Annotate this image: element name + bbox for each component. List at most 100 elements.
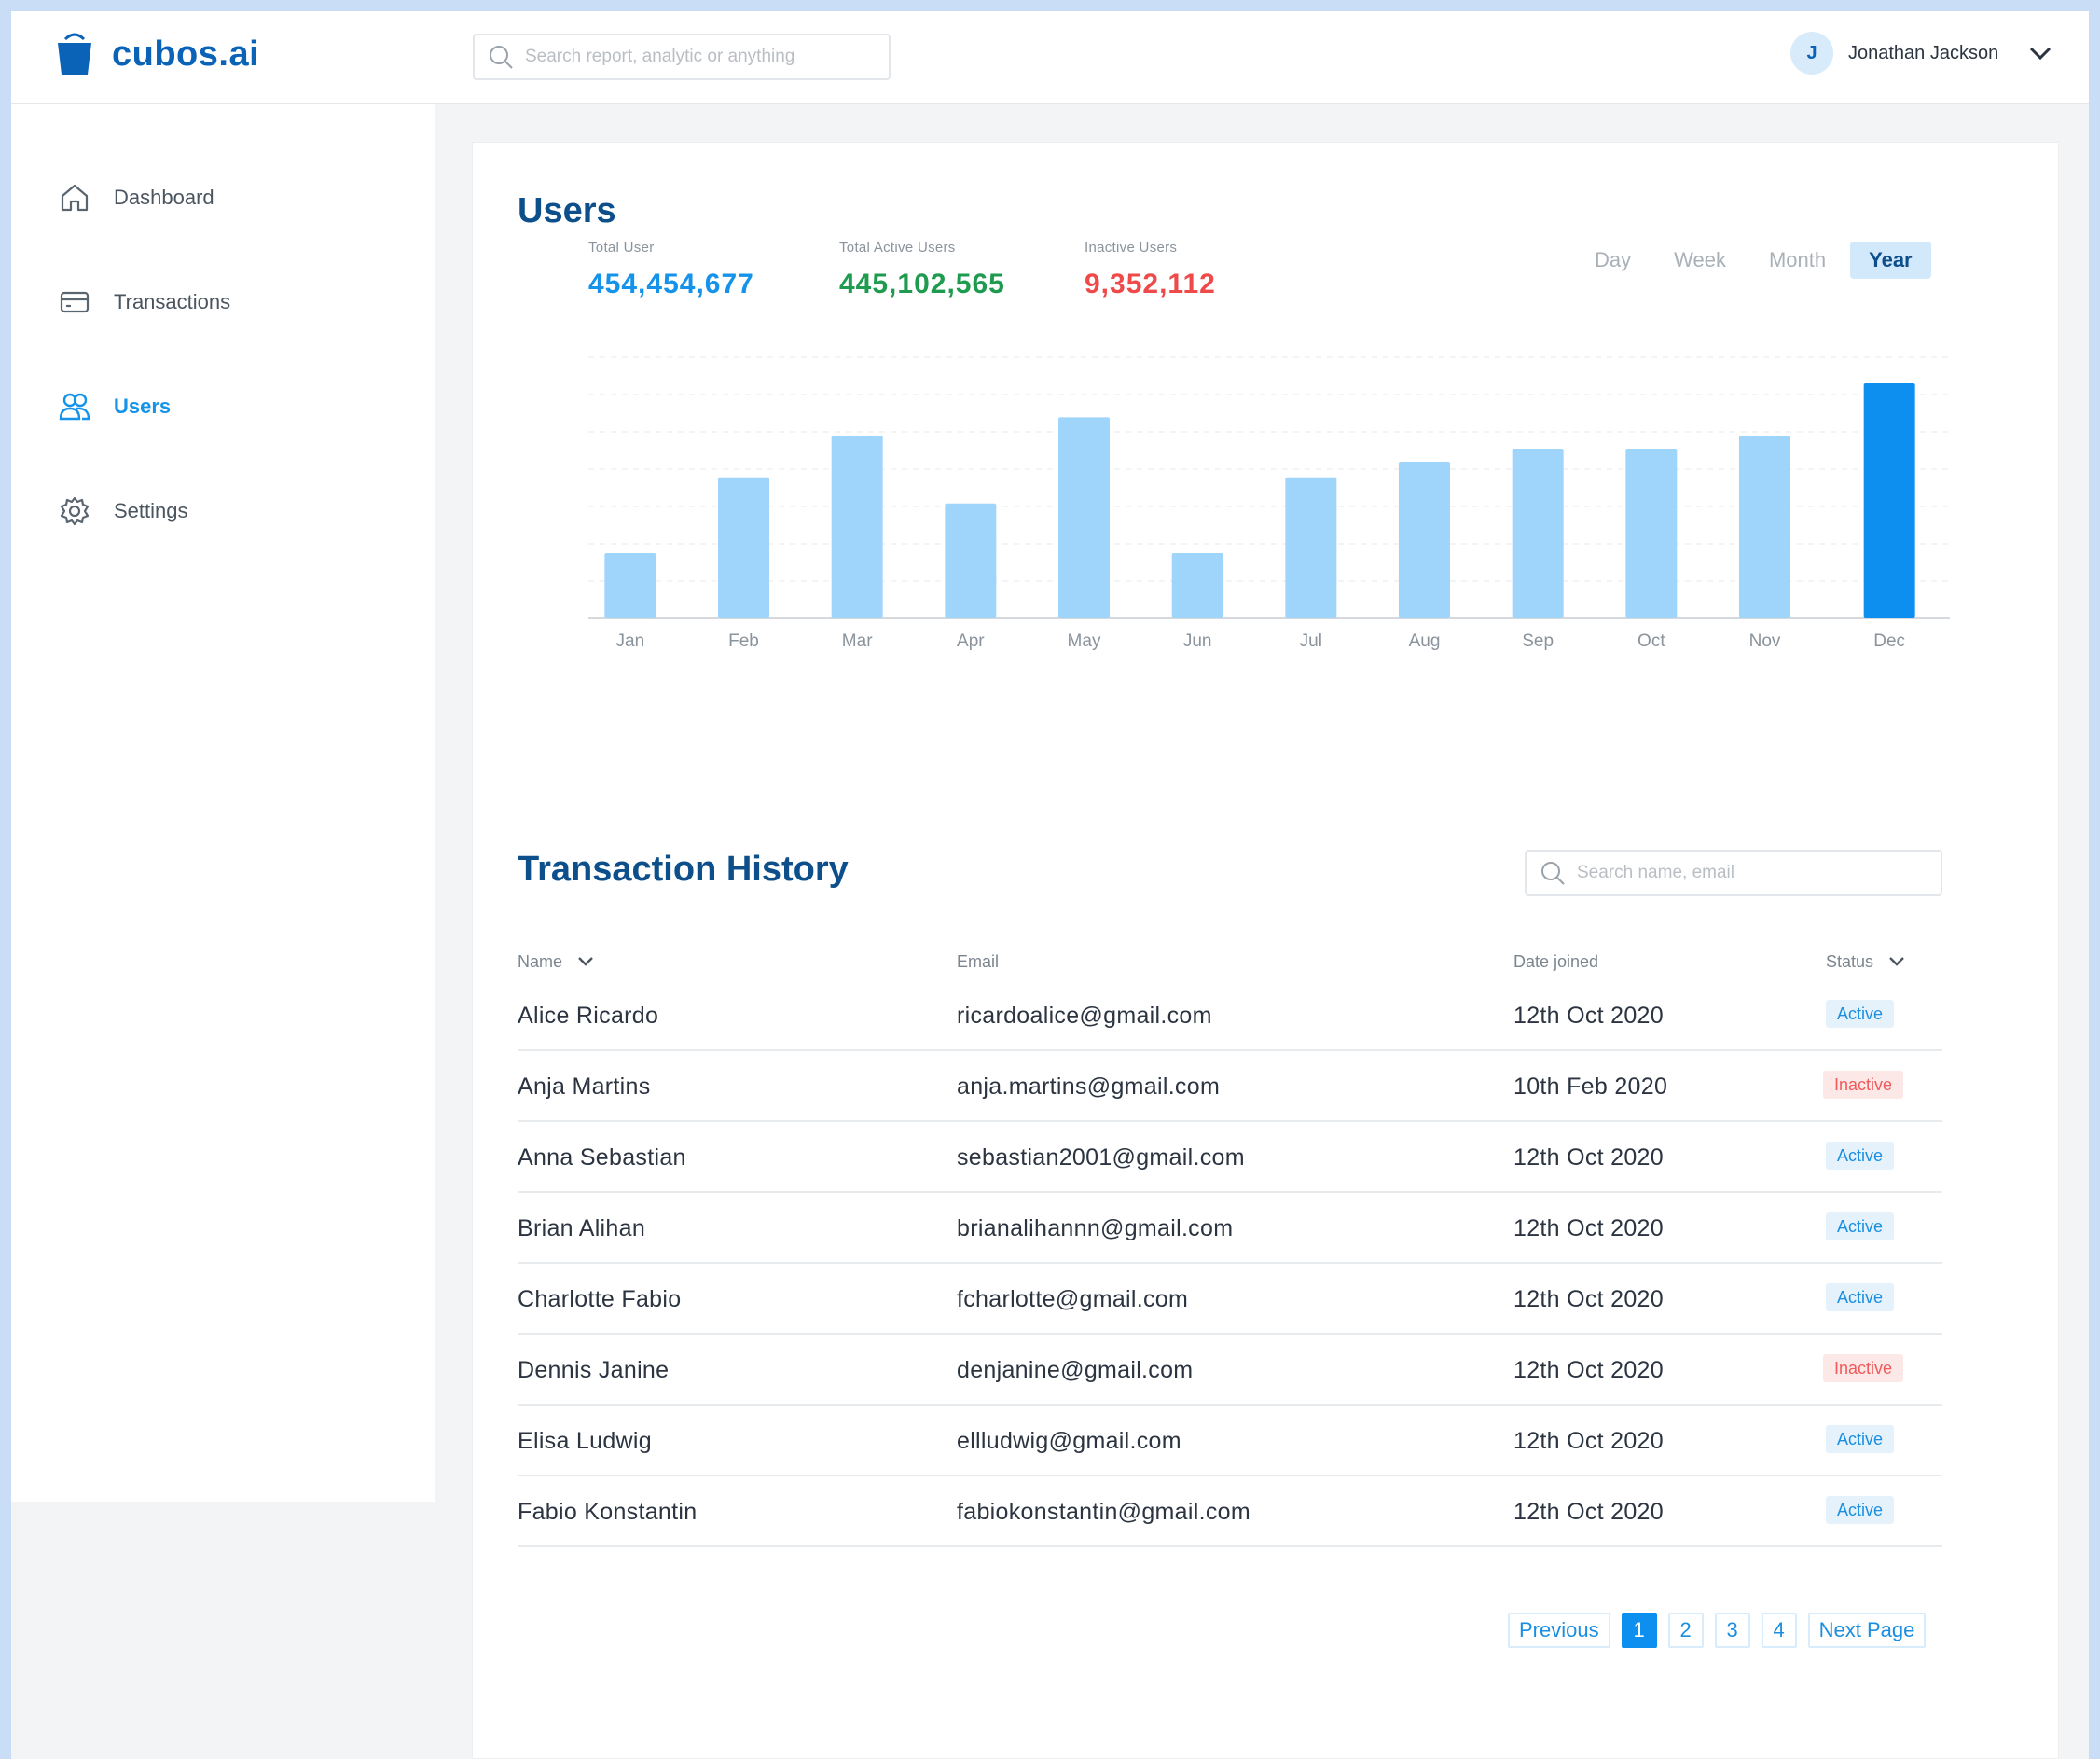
- user-menu[interactable]: J Jonathan Jackson: [1790, 32, 2054, 75]
- cell-name: Elisa Ludwig: [518, 1427, 652, 1454]
- table-header: Name Email Date joined Status: [518, 943, 1942, 980]
- sidebar-item-users[interactable]: Users: [58, 388, 171, 425]
- bar-nov[interactable]: [1739, 436, 1790, 618]
- cell-name: Fabio Konstantin: [518, 1498, 698, 1525]
- bar-oct[interactable]: [1625, 449, 1678, 618]
- column-label: Email: [957, 951, 1000, 971]
- home-icon: [61, 184, 89, 212]
- cell-email: fabiokonstantin@gmail.com: [957, 1498, 1250, 1525]
- cell-email: sebastian2001@gmail.com: [957, 1143, 1245, 1170]
- bar-feb[interactable]: [718, 477, 769, 618]
- table-row[interactable]: Alice Ricardo ricardoalice@gmail.com 12th …: [518, 980, 1942, 1051]
- tab-day[interactable]: Day: [1595, 248, 1632, 271]
- user-name: Jonathan Jackson: [1848, 42, 1999, 63]
- table-row[interactable]: Anna Sebastian sebastian2001@gmail.com 12t…: [518, 1122, 1942, 1193]
- stat-value: 445,102,565: [839, 269, 1005, 299]
- bar-aug[interactable]: [1399, 462, 1450, 618]
- column-header-date: Date joined: [1513, 943, 1598, 980]
- column-header-name[interactable]: Name: [518, 943, 596, 980]
- chevron-down-icon[interactable]: [1886, 951, 1907, 972]
- column-header-email: Email: [957, 943, 999, 980]
- x-tick-label: Dec: [1873, 631, 1905, 651]
- page-1-button[interactable]: 1: [1621, 1613, 1657, 1648]
- table-row[interactable]: Charlotte Fabio fcharlotte@gmail.com 12th …: [518, 1264, 1942, 1335]
- x-tick-label: Jul: [1300, 631, 1322, 651]
- cell-date-joined: 12th Oct 2020: [1513, 1356, 1664, 1383]
- bar-sep[interactable]: [1512, 449, 1564, 618]
- stat-label: Total User: [588, 240, 655, 256]
- bar-mar[interactable]: [831, 436, 883, 618]
- next-page-button[interactable]: Next Page: [1807, 1613, 1927, 1648]
- bar-jun[interactable]: [1171, 553, 1223, 618]
- bar-apr[interactable]: [945, 503, 997, 618]
- users-icon: [59, 393, 90, 421]
- cell-date-joined: 12th Oct 2020: [1513, 1285, 1664, 1312]
- sidebar-item-label: Users: [114, 395, 172, 418]
- bar-dec[interactable]: [1863, 383, 1915, 618]
- x-tick-label: Feb: [728, 631, 759, 651]
- bar-jan[interactable]: [604, 553, 656, 618]
- sidebar-item-label: Dashboard: [114, 186, 214, 209]
- x-tick-label: May: [1068, 631, 1101, 651]
- status-badge: Active: [1826, 1496, 1895, 1524]
- avatar[interactable]: J: [1790, 32, 1833, 75]
- cell-name: Alice Ricardo: [518, 1002, 659, 1029]
- status-badge: Active: [1826, 1283, 1895, 1311]
- table-row[interactable]: Dennis Janine denjanine@gmail.com 12th Oct…: [518, 1335, 1942, 1406]
- status-badge: Inactive: [1823, 1071, 1904, 1099]
- stat-total-users: Total User 454,454,677: [588, 240, 754, 300]
- x-tick-label: Jun: [1183, 631, 1212, 651]
- cell-email: fcharlotte@gmail.com: [957, 1285, 1189, 1312]
- transaction-history-title: Transaction History: [518, 850, 849, 889]
- transaction-search[interactable]: [1525, 850, 1942, 896]
- table-body: Alice Ricardo ricardoalice@gmail.com 12th …: [518, 980, 1942, 1547]
- page-3-button[interactable]: 3: [1714, 1613, 1750, 1648]
- page-2-button[interactable]: 2: [1667, 1613, 1704, 1648]
- status-badge: Active: [1826, 1425, 1895, 1453]
- cell-email: ellludwig@gmail.com: [957, 1427, 1181, 1454]
- users-bar-chart: Jan Feb Mar Apr May Jun Jul Aug Sep Oct Nov Dec: [588, 356, 1950, 651]
- main-card: Users Total User 454,454,677 Total Activ…: [472, 142, 2059, 1759]
- brand[interactable]: cubos.ai: [56, 32, 259, 76]
- column-label: Date joined: [1513, 951, 1599, 971]
- cell-date-joined: 12th Oct 2020: [1513, 1427, 1664, 1454]
- bar-may[interactable]: [1058, 417, 1110, 618]
- chevron-down-icon[interactable]: [2026, 39, 2054, 67]
- stat-label: Inactive Users: [1085, 240, 1178, 256]
- cell-name: Anna Sebastian: [518, 1143, 686, 1170]
- cell-email: denjanine@gmail.com: [957, 1356, 1194, 1383]
- column-label: Name: [518, 951, 563, 971]
- sidebar-item-dashboard[interactable]: Dashboard: [58, 179, 214, 216]
- column-header-status[interactable]: Status: [1826, 943, 1907, 980]
- sidebar-item-transactions[interactable]: Transactions: [58, 284, 230, 321]
- global-search-input[interactable]: [525, 47, 879, 67]
- transaction-search-input[interactable]: [1577, 863, 1931, 883]
- previous-page-button[interactable]: Previous: [1508, 1613, 1610, 1648]
- cell-name: Dennis Janine: [518, 1356, 670, 1383]
- transaction-table: Name Email Date joined Status: [518, 943, 1942, 1547]
- stat-active-users: Total Active Users 445,102,565: [839, 240, 1005, 300]
- chevron-down-icon[interactable]: [575, 951, 596, 972]
- sidebar-item-label: Transactions: [114, 290, 231, 313]
- x-tick-label: Oct: [1637, 631, 1665, 651]
- cell-date-joined: 12th Oct 2020: [1513, 1143, 1664, 1170]
- table-row[interactable]: Elisa Ludwig ellludwig@gmail.com 12th Oct …: [518, 1406, 1942, 1476]
- sidebar: Dashboard Transactions Users: [11, 104, 435, 1502]
- table-row[interactable]: Fabio Konstantin fabiokonstantin@gmail.co…: [518, 1476, 1942, 1547]
- bar-jul[interactable]: [1285, 477, 1337, 618]
- sidebar-item-settings[interactable]: Settings: [58, 492, 188, 530]
- tab-week[interactable]: Week: [1674, 248, 1726, 271]
- search-icon: [1541, 862, 1565, 885]
- x-tick-label: Nov: [1749, 631, 1781, 651]
- table-row[interactable]: Brian Alihan brianalihannn@gmail.com 12th …: [518, 1193, 1942, 1264]
- sidebar-item-label: Settings: [114, 499, 188, 522]
- table-row[interactable]: Anja Martins anja.martins@gmail.com 10th F…: [518, 1051, 1942, 1122]
- cell-date-joined: 10th Feb 2020: [1513, 1073, 1668, 1100]
- cell-email: brianalihannn@gmail.com: [957, 1214, 1234, 1241]
- brand-name: cubos.ai: [112, 34, 260, 74]
- tab-year[interactable]: Year: [1850, 242, 1931, 279]
- global-search[interactable]: [473, 34, 891, 80]
- tab-month[interactable]: Month: [1768, 248, 1827, 271]
- page-4-button[interactable]: 4: [1761, 1613, 1797, 1648]
- status-badge: Active: [1826, 1000, 1895, 1028]
